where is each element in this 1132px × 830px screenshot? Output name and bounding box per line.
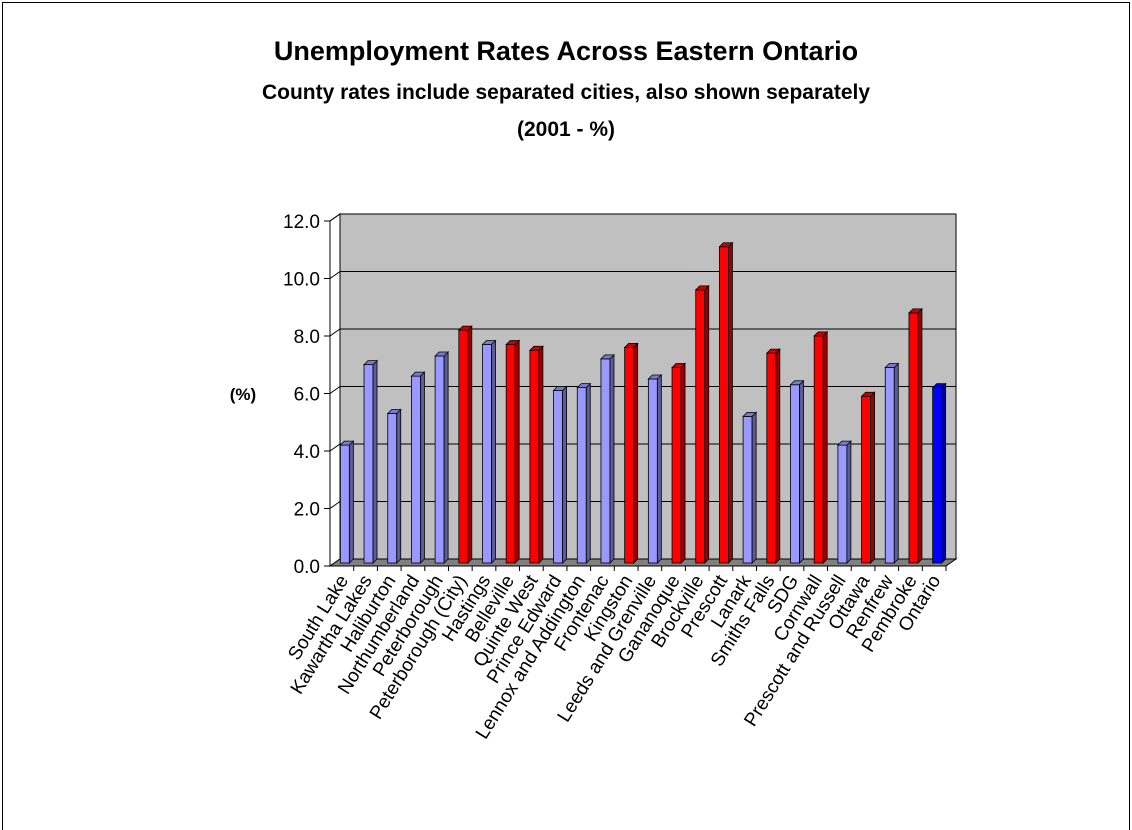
chart-title: Unemployment Rates Across Eastern Ontari… xyxy=(273,36,859,66)
y-tick-label: 12.0 xyxy=(283,212,320,233)
bar-ontario-side xyxy=(941,382,947,564)
bar-ottawa-side xyxy=(870,391,875,564)
bar-peterborough-side xyxy=(443,351,449,564)
bar-pembroke-top xyxy=(907,308,923,314)
bar-cornwall xyxy=(813,335,824,564)
y-tick-label: 0.0 xyxy=(294,557,320,578)
bar-lanark-side xyxy=(751,411,757,564)
bar-prescott-and-russell-top xyxy=(836,440,852,446)
bar-peterborough-city xyxy=(458,329,469,564)
y-tick-label: 10.0 xyxy=(283,270,320,291)
bar-smiths-falls-side xyxy=(775,348,781,564)
bar-quinte-west-side xyxy=(538,345,544,564)
bar-ontario xyxy=(932,387,943,564)
y-tick-label: 8.0 xyxy=(294,327,320,348)
bar-cornwall-top xyxy=(813,331,829,337)
bar-hastings-side xyxy=(491,339,496,564)
bar-prescott xyxy=(719,246,729,564)
bar-south-lake xyxy=(339,444,350,564)
bar-prescott-top xyxy=(718,242,734,248)
bar-hastings-top xyxy=(481,340,497,345)
y-tick-label: 2.0 xyxy=(294,500,320,521)
bar-smiths-falls xyxy=(766,352,777,564)
bar-kingston-side xyxy=(633,342,639,564)
bar-pembroke-side xyxy=(917,307,923,564)
gridline xyxy=(329,386,956,394)
y-axis-label: (%) xyxy=(230,385,256,404)
bar-quinte-west xyxy=(529,349,540,564)
bar-lennox-and-addington-top xyxy=(576,383,592,389)
bar-peterborough-top xyxy=(434,351,450,357)
bar-belleville xyxy=(505,344,516,564)
bar-prince-edward xyxy=(553,390,563,564)
bar-prince-edward-top xyxy=(552,386,568,391)
y-tick-label: 4.0 xyxy=(294,442,320,463)
bar-ottawa xyxy=(861,395,871,564)
bar-kawartha-lakes-top xyxy=(363,360,379,366)
bar-quinte-west-top xyxy=(528,345,544,351)
bar-smiths-falls-top xyxy=(765,348,781,354)
chart-subtitle: County rates include separated cities, a… xyxy=(261,81,871,104)
bar-hastings xyxy=(482,344,492,564)
bar-frontenac xyxy=(600,358,611,564)
bar-sdg-side xyxy=(799,379,804,564)
bar-leeds-and-grenville-top xyxy=(647,374,663,380)
bar-lanark-top xyxy=(742,411,758,417)
bar-leeds-and-grenville xyxy=(647,378,658,564)
chart-subtitle-year: (2001 - %) xyxy=(516,118,616,141)
bar-sdg xyxy=(790,384,800,564)
bar-south-lake-top xyxy=(339,440,355,446)
bar-brockville-top xyxy=(694,285,710,291)
bar-belleville-top xyxy=(505,340,521,345)
y-tick-label: 6.0 xyxy=(294,385,320,406)
bar-belleville-side xyxy=(514,339,520,564)
bar-northumberland-top xyxy=(410,371,426,377)
bar-lanark xyxy=(742,415,753,564)
bar-kingston-top xyxy=(623,342,639,348)
bar-frontenac-top xyxy=(599,354,615,360)
bar-lennox-and-addington xyxy=(576,387,587,564)
bar-brockville-side xyxy=(704,284,710,564)
bar-kawartha-lakes xyxy=(363,364,374,564)
bar-prescott-and-russell-side xyxy=(846,440,852,564)
bar-haliburton-top xyxy=(386,409,402,414)
bar-renfrew-top xyxy=(884,363,900,368)
bar-brockville xyxy=(695,289,706,564)
bar-ottawa-top xyxy=(860,391,876,397)
bar-gananoque-side xyxy=(680,362,686,564)
bar-haliburton-side xyxy=(396,408,402,564)
bar-renfrew xyxy=(884,367,895,564)
bar-frontenac-side xyxy=(609,353,615,564)
bar-prescott-and-russell xyxy=(837,444,848,564)
bar-lennox-and-addington-side xyxy=(585,382,591,564)
bar-leeds-and-grenville-side xyxy=(656,374,662,564)
bar-northumberland xyxy=(411,375,421,564)
bar-peterborough-city-side xyxy=(467,325,473,564)
bar-cornwall-side xyxy=(822,330,828,564)
bar-south-lake-side xyxy=(348,440,354,564)
bar-gananoque xyxy=(671,367,682,564)
bar-prince-edward-side xyxy=(562,385,567,564)
bar-peterborough xyxy=(434,355,445,564)
gridline xyxy=(329,271,956,279)
bar-northumberland-side xyxy=(420,371,425,564)
bar-peterborough-city-top xyxy=(457,325,473,331)
bar-sdg-top xyxy=(789,380,805,386)
bar-pembroke xyxy=(908,312,919,564)
bar-prescott-side xyxy=(728,241,733,564)
bar-kingston xyxy=(624,346,635,564)
gridline xyxy=(329,213,956,222)
bar-renfrew-side xyxy=(893,362,899,564)
bar-haliburton xyxy=(387,413,398,564)
bar-kawartha-lakes-side xyxy=(372,359,378,564)
bar-gananoque-top xyxy=(671,363,687,368)
bar-ontario-top xyxy=(931,383,947,389)
gridline xyxy=(329,328,956,337)
